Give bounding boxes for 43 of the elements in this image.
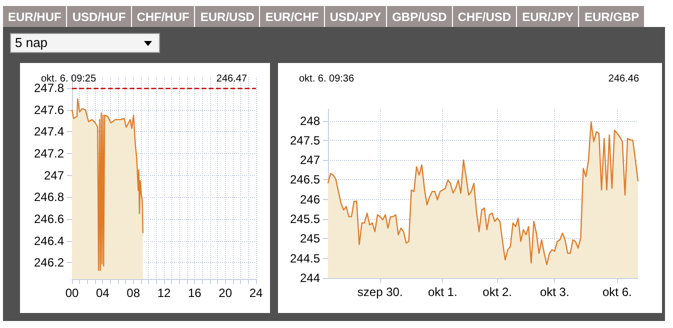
x-tick-label: szep 30. [357,285,403,299]
y-tick-label: 246.8 [34,190,64,204]
dropdown-field: 5 nap [10,33,160,53]
y-tick-label: 246 [300,192,320,206]
y-tick-label: 248 [300,114,320,128]
y-tick-label: 247.4 [34,124,64,139]
y-tick-label: 246.4 [34,234,64,248]
text: 246.46 [608,74,640,84]
y-tick-label: 244.5 [290,251,320,266]
y-tick-label: 244 [300,271,320,285]
y-tick-label: 246.2 [34,256,64,270]
y-tick-label: 245.5 [290,212,320,226]
x-tick-label: 00 [65,286,79,300]
x-tick-label: okt 2. [482,285,512,299]
y-tick-label: 246.5 [290,172,320,187]
text: EUR/USD [195,6,260,27]
text: EUR/HUF [3,6,66,27]
text: CHF/USD [452,6,516,27]
y-tick-label: 247.2 [34,146,64,160]
text: EUR/JPY [517,6,578,27]
text: okt. 6. 09:36 [299,74,354,84]
y-tick-label: 247 [300,153,320,168]
annotation: 246.47 [216,74,248,84]
x-tick-label: 04 [96,286,110,300]
text: USD/JPY [324,6,386,27]
text: CHF/HUF [132,6,194,27]
y-tick-label: 247.5 [290,133,320,148]
x-tick-label: okt 3. [540,285,570,299]
x-tick-label: 24 [249,286,263,300]
x-tick-label: 12 [157,286,171,300]
y-tick-label: 246.6 [34,212,64,226]
text: EUR/CHF [260,6,324,27]
text: EUR/GBP [579,6,644,27]
x-tick-label: okt 1. [428,285,458,299]
y-tick-label: 247.6 [34,102,64,117]
x-tick-label: 08 [126,286,140,300]
y-tick-label: 245 [300,232,320,246]
x-tick-label: okt 6. [602,285,632,299]
text: USD/HUF [67,6,131,27]
text: GBP/USD [387,6,452,27]
x-tick-label: 16 [188,286,202,300]
x-tick-label: 20 [218,286,232,300]
y-tick-label: 247 [44,168,64,182]
